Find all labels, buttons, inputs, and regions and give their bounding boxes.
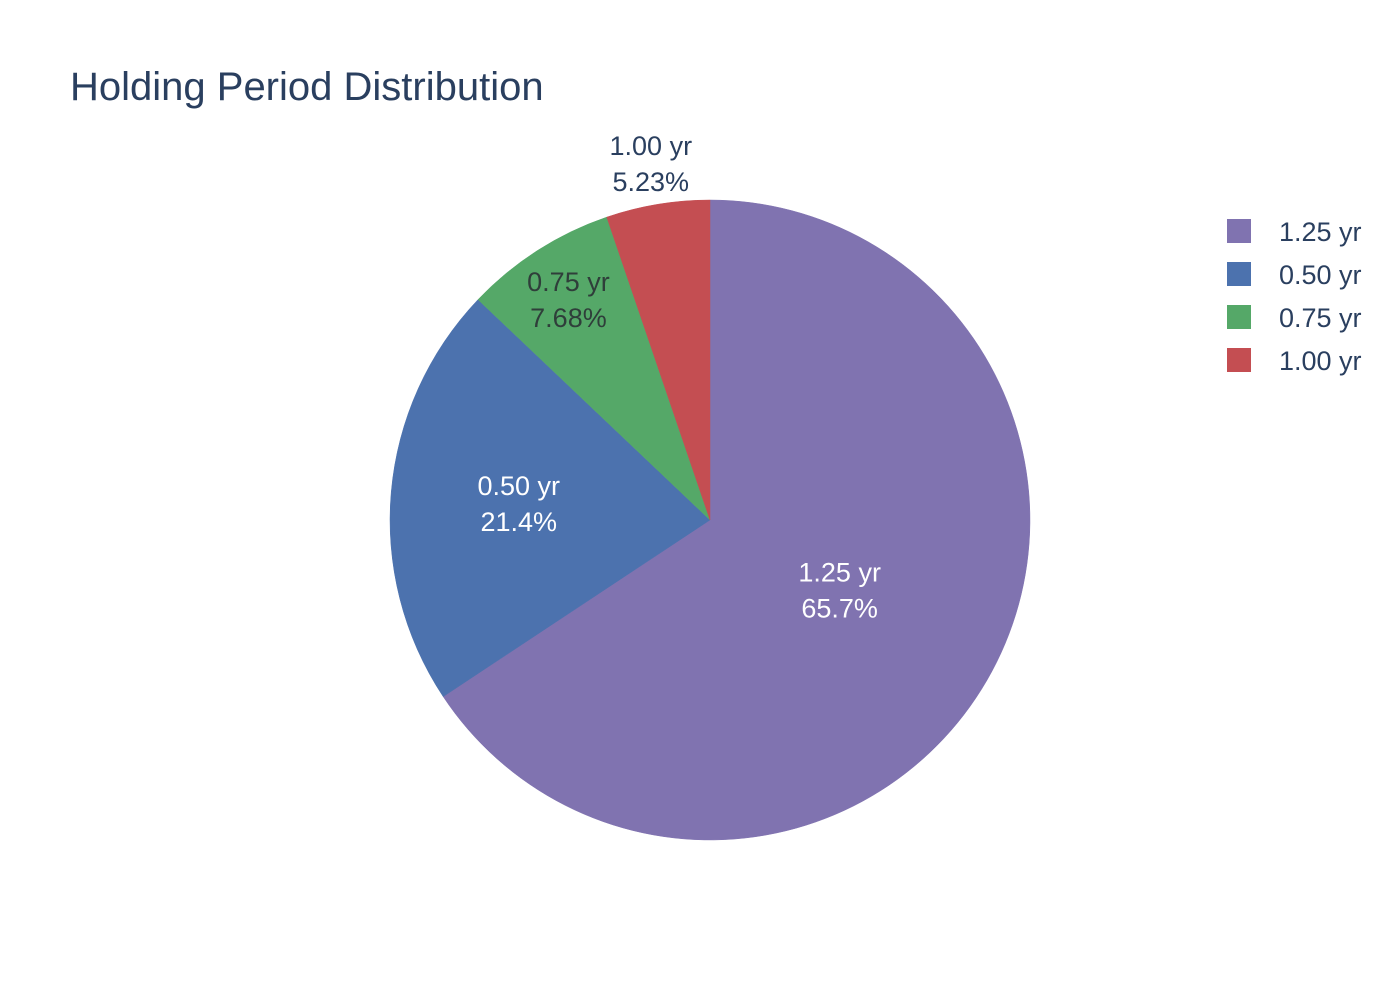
slice-label-1-25-yr: 1.25 yr 65.7%: [798, 558, 881, 624]
legend-label: 1.25 yr: [1279, 217, 1362, 247]
slice-label-name: 0.50 yr: [477, 471, 560, 501]
pie-slice-0-75-yr[interactable]: [477, 216, 711, 521]
legend-item-1-25-yr[interactable]: 1.25 yr: [1227, 217, 1362, 247]
legend-swatch: [1227, 305, 1251, 329]
legend-item-0-50-yr[interactable]: 0.50 yr: [1227, 260, 1362, 290]
slice-label-percent: 7.68%: [530, 303, 607, 333]
pie-slice-0-50-yr[interactable]: [389, 299, 711, 697]
legend-label: 0.75 yr: [1279, 303, 1362, 333]
legend-swatch: [1227, 348, 1251, 372]
slice-label-1-00-yr: 1.00 yr 5.23%: [610, 131, 693, 197]
legend-swatch: [1227, 219, 1251, 243]
legend-item-1-00-yr[interactable]: 1.00 yr: [1227, 346, 1362, 376]
slice-label-name: 0.75 yr: [527, 267, 610, 297]
pie-slice-1-00-yr[interactable]: [606, 199, 711, 521]
legend-swatch: [1227, 262, 1251, 286]
slice-label-percent: 5.23%: [613, 167, 690, 197]
pie-labels: 1.25 yr 65.7% 0.50 yr 21.4% 0.75 yr 7.68% 1.00…: [477, 131, 880, 624]
slice-label-percent: 65.7%: [801, 594, 878, 624]
legend-label: 1.00 yr: [1279, 346, 1362, 376]
chart-title: Holding Period Distribution: [70, 65, 544, 109]
legend-label: 0.50 yr: [1279, 260, 1362, 290]
slice-label-0-75-yr: 0.75 yr 7.68%: [527, 267, 610, 333]
pie-slice-1-25-yr[interactable]: [442, 199, 1031, 841]
legend-item-0-75-yr[interactable]: 0.75 yr: [1227, 303, 1362, 333]
slice-label-percent: 21.4%: [480, 507, 557, 537]
slice-label-0-50-yr: 0.50 yr 21.4%: [477, 471, 560, 537]
pie-slices: [389, 199, 1031, 841]
legend[interactable]: 1.25 yr 0.50 yr 0.75 yr 1.00 yr: [1227, 217, 1362, 376]
slice-label-name: 1.25 yr: [798, 558, 881, 588]
slice-label-name: 1.00 yr: [610, 131, 693, 161]
